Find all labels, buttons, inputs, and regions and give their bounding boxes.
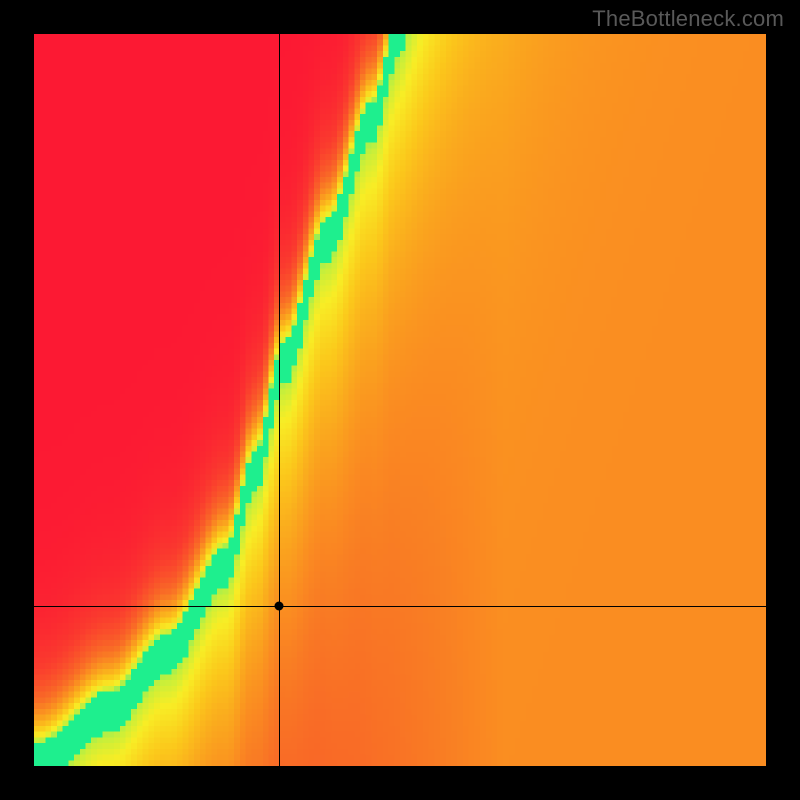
plot-area bbox=[34, 34, 766, 766]
bottleneck-heatmap bbox=[34, 34, 766, 766]
watermark-text: TheBottleneck.com bbox=[592, 6, 784, 32]
crosshair-horizontal bbox=[34, 606, 766, 607]
chart-container: TheBottleneck.com bbox=[0, 0, 800, 800]
crosshair-vertical bbox=[279, 34, 280, 766]
crosshair-marker bbox=[275, 602, 284, 611]
